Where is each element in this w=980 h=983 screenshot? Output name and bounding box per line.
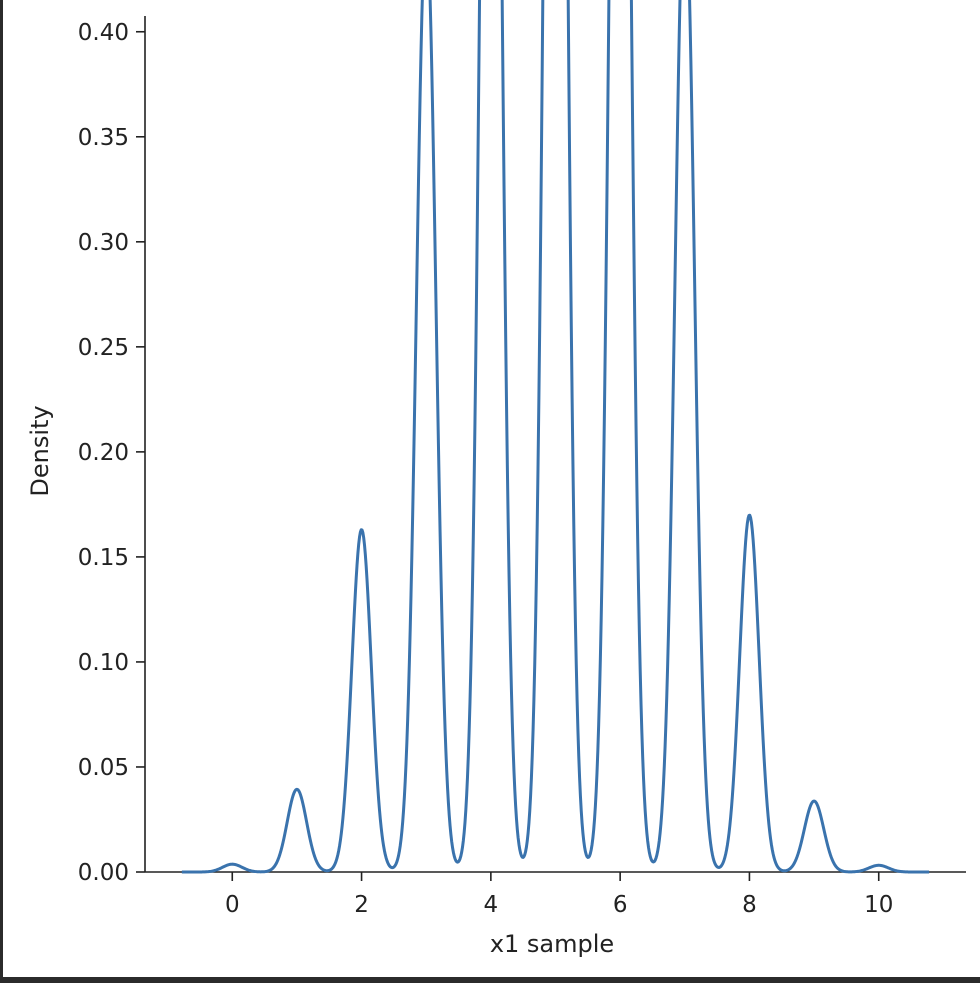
y-tick-label: 0.35 [78, 125, 129, 151]
x-tick-label: 2 [354, 892, 369, 918]
y-tick-label: 0.40 [78, 20, 129, 46]
series-group [181, 0, 930, 874]
x-axis-label: x1 sample [490, 930, 614, 958]
y-tick-label: 0.00 [78, 860, 129, 886]
density-chart: 0.00 0.05 0.10 0.15 0.20 0.25 0.30 0.35 0.40 0 2 4… [26, 0, 966, 958]
x-tick-label: 0 [225, 892, 240, 918]
y-tick-label: 0.10 [78, 650, 129, 676]
y-tick-label: 0.15 [78, 545, 129, 571]
y-tick-label: 0.05 [78, 755, 129, 781]
y-tick-label: 0.25 [78, 335, 129, 361]
x-axis-ticks: 0 2 4 6 8 10 [225, 872, 893, 918]
y-axis-label: Density [26, 405, 54, 496]
y-tick-label: 0.30 [78, 230, 129, 256]
y-tick-label: 0.20 [78, 440, 129, 466]
density-line [181, 0, 930, 874]
x-tick-label: 10 [864, 892, 893, 918]
x-tick-label: 8 [742, 892, 757, 918]
x-tick-label: 6 [613, 892, 628, 918]
x-tick-label: 4 [484, 892, 499, 918]
chart-canvas: 0.00 0.05 0.10 0.15 0.20 0.25 0.30 0.35 0.40 0 2 4… [3, 0, 980, 977]
y-axis-ticks: 0.00 0.05 0.10 0.15 0.20 0.25 0.30 0.35 0.40 [78, 20, 145, 886]
